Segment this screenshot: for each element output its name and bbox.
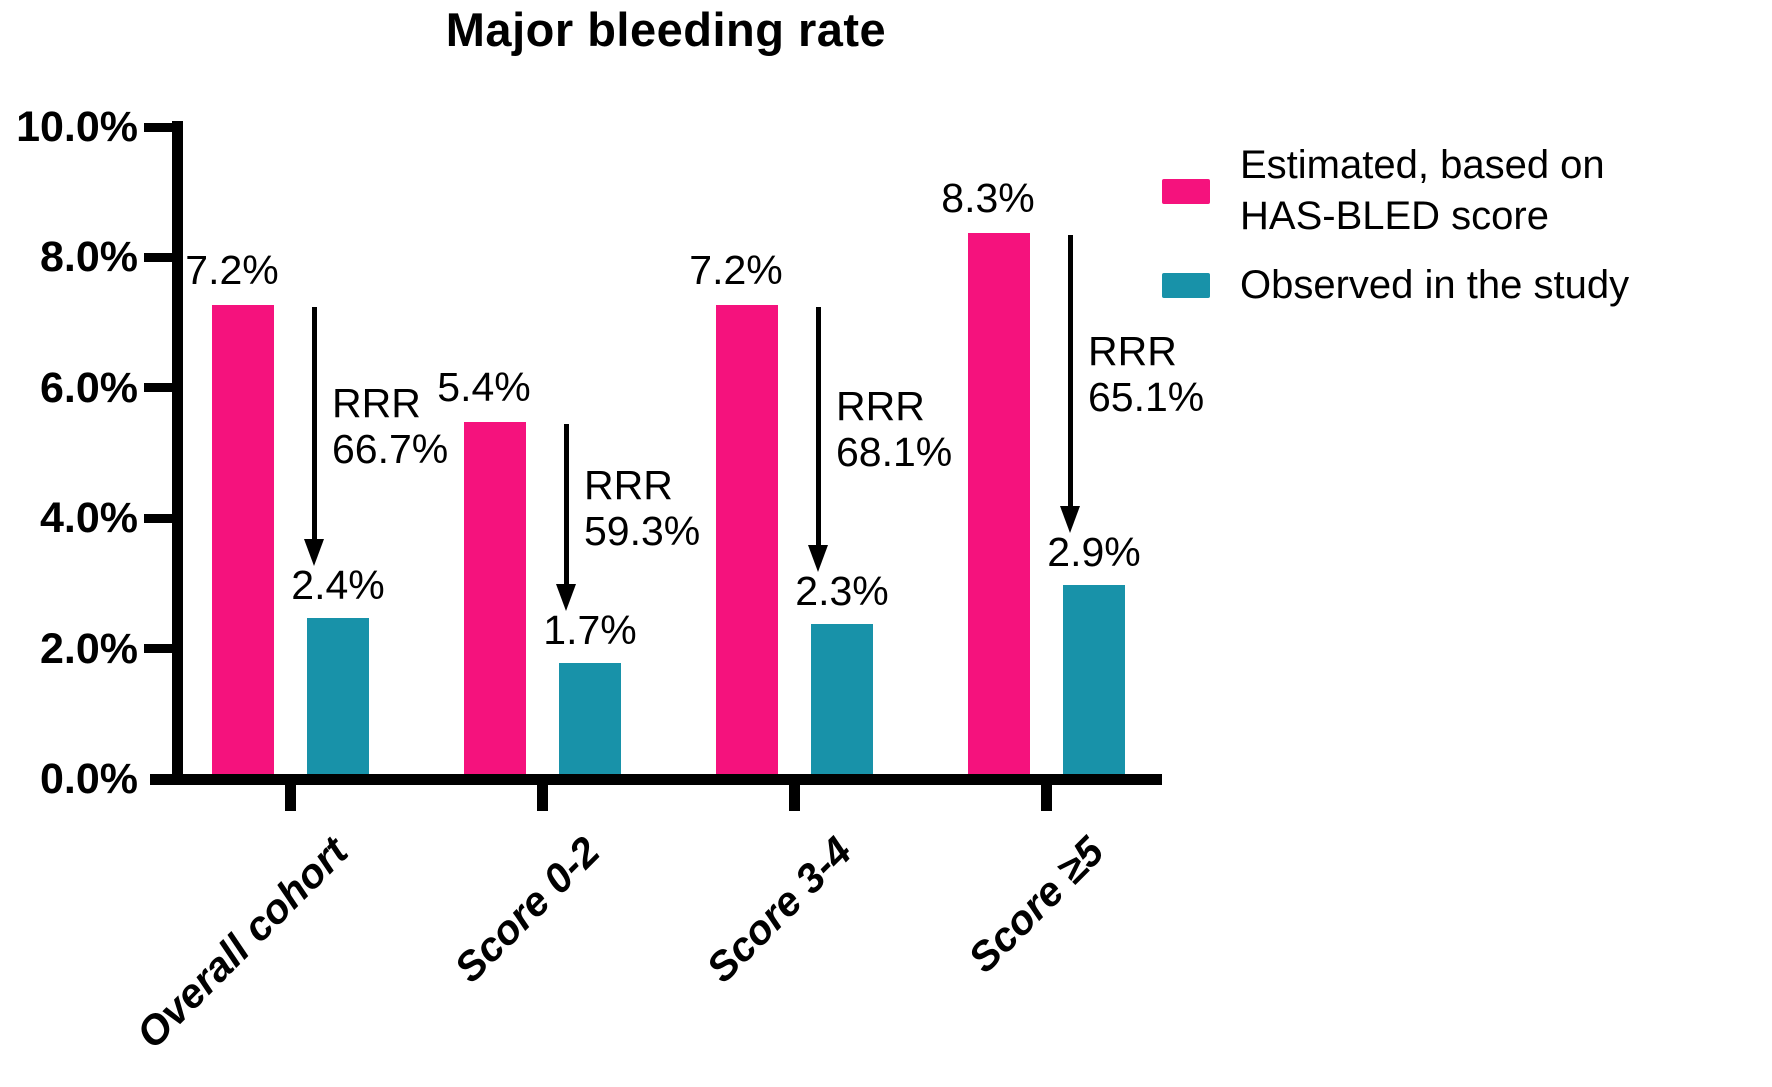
rrr-arrow [311,306,317,539]
estimated-value-label: 7.2% [689,246,783,293]
rrr-arrow-head [1060,505,1080,533]
y-tick [144,122,174,132]
y-tick-label: 8.0% [39,233,138,282]
bar-estimated [968,232,1030,774]
legend-item: Estimated, based on HAS-BLED score [1162,140,1629,242]
legend: Estimated, based on HAS-BLED score Observe… [1162,140,1629,311]
observed-value-label: 2.9% [1047,528,1141,575]
rrr-arrow [563,423,569,585]
rrr-annotation-line: 59.3% [584,507,701,554]
x-tick [537,784,548,811]
rrr-arrow-head [556,584,576,612]
rrr-arrow [1067,234,1073,506]
rrr-annotation-line: RRR [584,461,673,508]
bar-estimated [716,304,778,774]
legend-swatch-estimated [1162,178,1210,204]
chart-title: Major bleeding rate [445,3,887,56]
y-tick [144,513,174,523]
rrr-annotation-line: RRR [332,380,421,427]
y-tick-label: 0.0% [39,755,138,803]
y-tick-label: 4.0% [39,494,138,543]
category-label: Overall cohort [127,828,357,1058]
rrr-annotation: RRR 59.3% [584,462,700,554]
observed-value-label: 2.4% [291,561,385,608]
rrr-annotation: RRR 65.1% [1088,328,1204,420]
bar-observed [559,663,621,774]
y-tick [144,383,174,393]
estimated-value-label: 5.4% [437,363,531,410]
rrr-annotation: RRR 66.7% [332,380,448,472]
rrr-arrow-head [304,538,324,566]
estimated-value-label: 8.3% [941,174,1035,221]
estimated-value-label: 7.2% [185,246,279,293]
x-tick [1041,784,1052,811]
bar-observed [307,617,369,774]
x-axis-baseline [150,774,1162,785]
legend-swatch-observed [1162,273,1210,298]
observed-value-label: 2.3% [795,568,889,615]
legend-label: Estimated, based on HAS-BLED score [1240,143,1605,238]
bar-estimated [212,304,274,774]
legend-item: Observed in the study [1162,260,1629,311]
rrr-arrow-head [808,545,828,573]
bar-observed [1063,584,1125,774]
rrr-arrow [815,306,821,546]
rrr-annotation-line: RRR [836,383,925,430]
y-axis-spine [172,121,183,785]
y-tick-label: 2.0% [39,624,138,673]
legend-label: Observed in the study [1240,263,1630,307]
x-tick [789,784,800,811]
bar-estimated [464,421,526,774]
x-tick [285,784,296,811]
rrr-annotation: RRR 68.1% [836,383,952,475]
y-tick [144,252,174,262]
rrr-annotation-line: 66.7% [332,426,449,473]
observed-value-label: 1.7% [543,607,637,654]
y-tick-label: 6.0% [39,363,138,412]
rrr-annotation-line: RRR [1088,327,1177,374]
rrr-annotation-line: 65.1% [1088,373,1205,420]
y-tick-label: 10.0% [16,103,138,151]
rrr-annotation-line: 68.1% [836,429,953,476]
y-tick [144,644,174,654]
bar-observed [811,624,873,774]
